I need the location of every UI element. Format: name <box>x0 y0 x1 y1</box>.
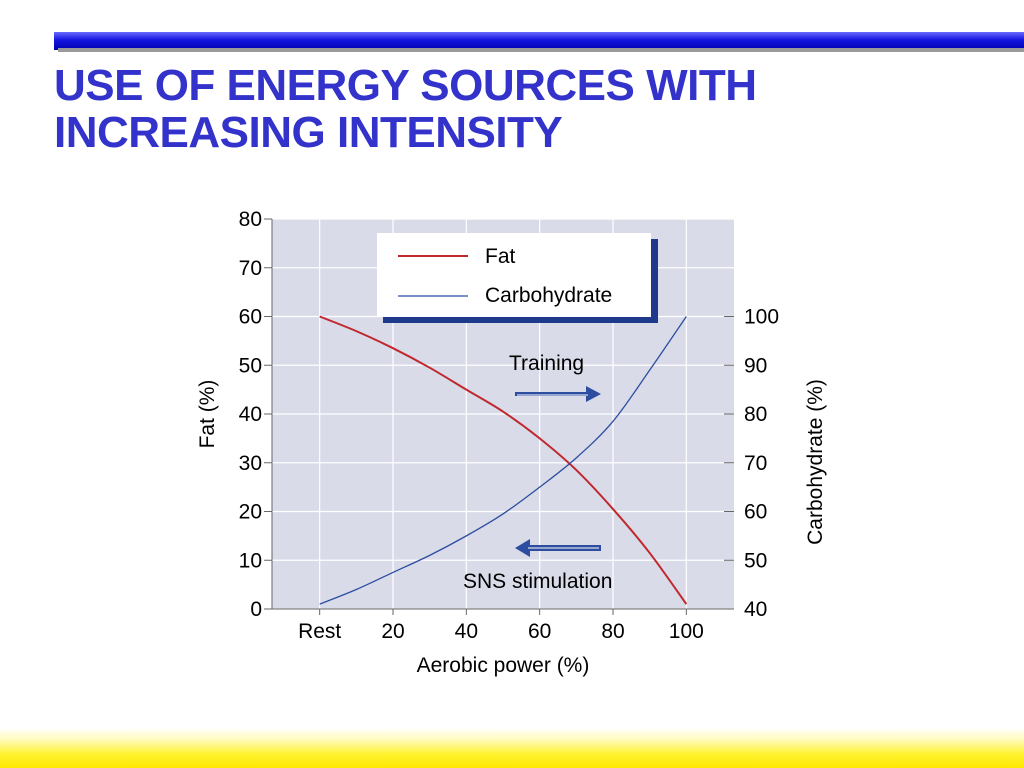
legend-box <box>377 233 651 317</box>
series-lines <box>319 315 688 605</box>
title-bar-blue <box>54 32 1024 50</box>
sns-arrow-icon <box>515 539 601 557</box>
training-arrow-icon <box>515 386 601 402</box>
slide-title-line-2: INCREASING INTENSITY <box>54 108 563 157</box>
title-bar-shadow <box>58 48 1024 52</box>
x-tick-label-3: 60 <box>528 620 551 643</box>
legend-fat-label: Fat <box>485 245 516 268</box>
y-right-tick-label-3: 70 <box>744 452 767 475</box>
series-line-carbohydrate <box>319 316 687 605</box>
y-left-tick-label-2: 20 <box>239 501 262 524</box>
legend-carbohydrate-label: Carbohydrate <box>485 284 612 307</box>
slide-title-line-1: USE OF ENERGY SOURCES WITH <box>54 61 757 110</box>
y-left-tick-label-6: 60 <box>239 306 262 329</box>
y-left-tick-label-4: 40 <box>239 403 262 426</box>
y-left-tick-label-0: 0 <box>250 598 262 621</box>
y-axis-right-title: Carbohydrate (%) <box>804 379 827 545</box>
y-left-tick-label-3: 30 <box>239 452 262 475</box>
series-line-fat <box>319 315 688 605</box>
x-tick-label-1: 20 <box>381 620 404 643</box>
y-right-tick-label-4: 80 <box>744 403 767 426</box>
y-axis-left-title: Fat (%) <box>196 380 219 449</box>
x-tick-label-2: 40 <box>455 620 478 643</box>
axes: 0 10 20 30 40 50 60 70 80 40 50 60 70 80 90 100 Rest 20 40… <box>239 208 779 643</box>
legend: Fat Carbohydrate <box>377 233 658 323</box>
annotation-sns-label: SNS stimulation <box>463 570 612 593</box>
x-axis-title: Aerobic power (%) <box>417 654 590 677</box>
y-right-tick-label-0: 40 <box>744 598 767 621</box>
y-left-tick-label-7: 70 <box>239 257 262 280</box>
footer-bar-yellow <box>0 728 1024 768</box>
y-right-tick-label-6: 100 <box>744 306 779 329</box>
annotation-training-label: Training <box>509 352 584 375</box>
y-right-tick-label-2: 60 <box>744 501 767 524</box>
y-left-tick-label-1: 10 <box>239 549 262 572</box>
x-tick-label-4: 80 <box>601 620 624 643</box>
x-tick-label-5: 100 <box>669 620 704 643</box>
x-tick-label-0: Rest <box>298 620 341 643</box>
y-left-tick-label-5: 50 <box>239 354 262 377</box>
y-right-tick-label-1: 50 <box>744 549 767 572</box>
y-right-tick-label-5: 90 <box>744 354 767 377</box>
y-left-tick-label-8: 80 <box>239 208 262 231</box>
slide-title: USE OF ENERGY SOURCES WITH INCREASING IN… <box>54 62 984 156</box>
